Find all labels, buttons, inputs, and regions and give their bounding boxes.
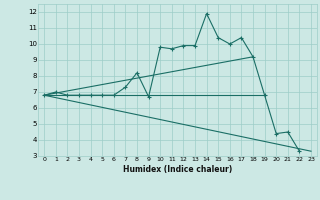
X-axis label: Humidex (Indice chaleur): Humidex (Indice chaleur) — [123, 165, 232, 174]
